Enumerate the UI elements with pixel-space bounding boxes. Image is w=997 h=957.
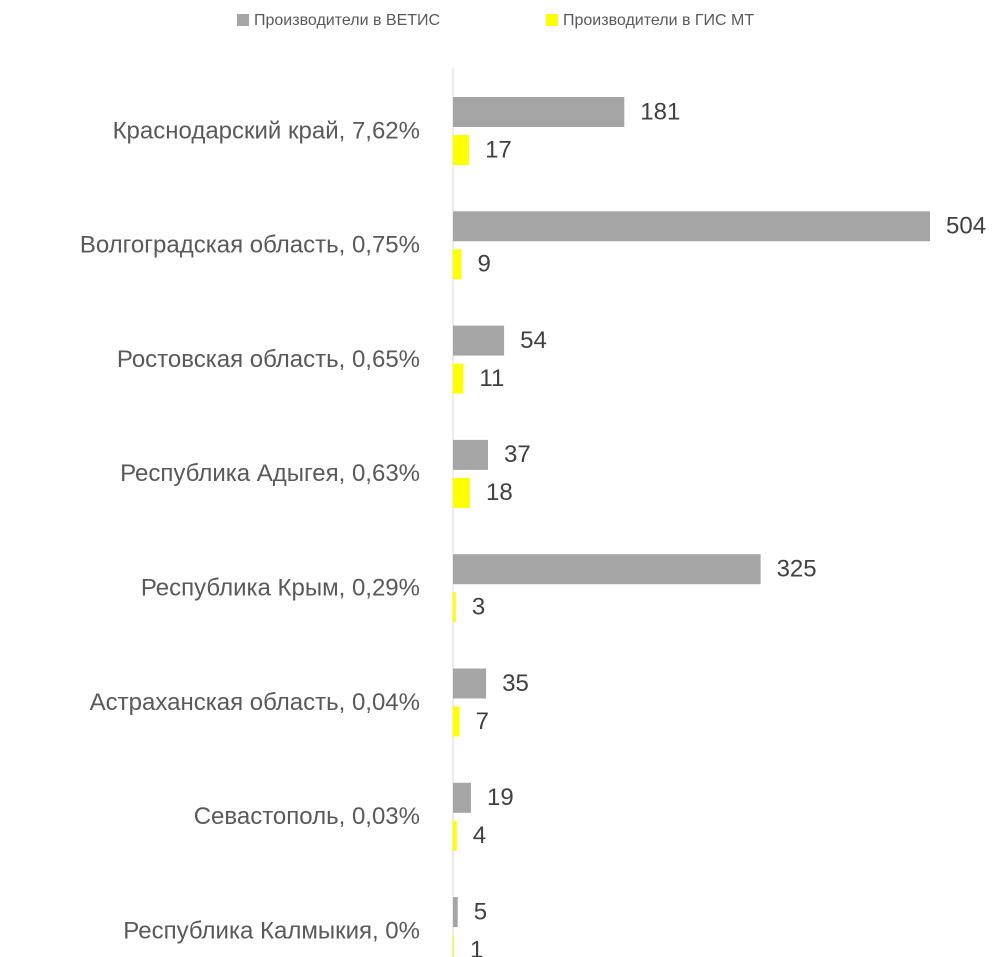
data-label: 181 (640, 98, 680, 125)
bar (453, 97, 625, 127)
data-label: 54 (520, 327, 547, 354)
data-label: 3 (472, 594, 485, 621)
bar (453, 325, 505, 356)
data-label: 19 (487, 784, 514, 811)
data-label: 37 (504, 441, 531, 468)
category-label: Волгоградская область, 0,75% (80, 232, 420, 259)
data-label: 17 (485, 136, 512, 163)
category-label: Республика Адыгея, 0,63% (120, 460, 420, 487)
bar (453, 135, 470, 165)
data-label: 9 (478, 251, 491, 278)
bar (453, 820, 457, 851)
data-label: 18 (486, 479, 513, 506)
bar (453, 477, 471, 508)
bar (453, 706, 460, 737)
data-label: 325 (777, 556, 817, 583)
bar (453, 211, 930, 242)
data-label: 7 (476, 708, 489, 735)
category-label: Ростовская область, 0,65% (117, 346, 420, 373)
category-label: Республика Крым, 0,29% (141, 575, 420, 602)
bar (453, 782, 471, 813)
legend-label: Производители в ВЕТИС (254, 12, 440, 29)
bar (453, 668, 487, 699)
bar (453, 249, 462, 280)
data-label: 4 (473, 822, 486, 849)
bar (453, 897, 458, 928)
bar (453, 554, 761, 585)
legend-swatch (546, 14, 558, 26)
data-label: 11 (479, 365, 504, 392)
data-label: 1 (470, 936, 483, 957)
bar (453, 935, 454, 957)
legend-label: Производители в ГИС МТ (563, 12, 754, 29)
category-label: Краснодарский край, 7,62% (113, 117, 420, 144)
category-label: Республика Калмыкия, 0% (123, 917, 420, 944)
data-label: 5 (474, 898, 487, 925)
data-label: 504 (946, 213, 986, 240)
category-label: Астраханская область, 0,04% (90, 689, 420, 716)
legend-swatch (237, 14, 249, 26)
data-label: 35 (502, 670, 529, 697)
bar (453, 592, 456, 623)
category-label: Севастополь, 0,03% (194, 803, 420, 830)
bar (453, 363, 464, 394)
bar (453, 439, 489, 470)
